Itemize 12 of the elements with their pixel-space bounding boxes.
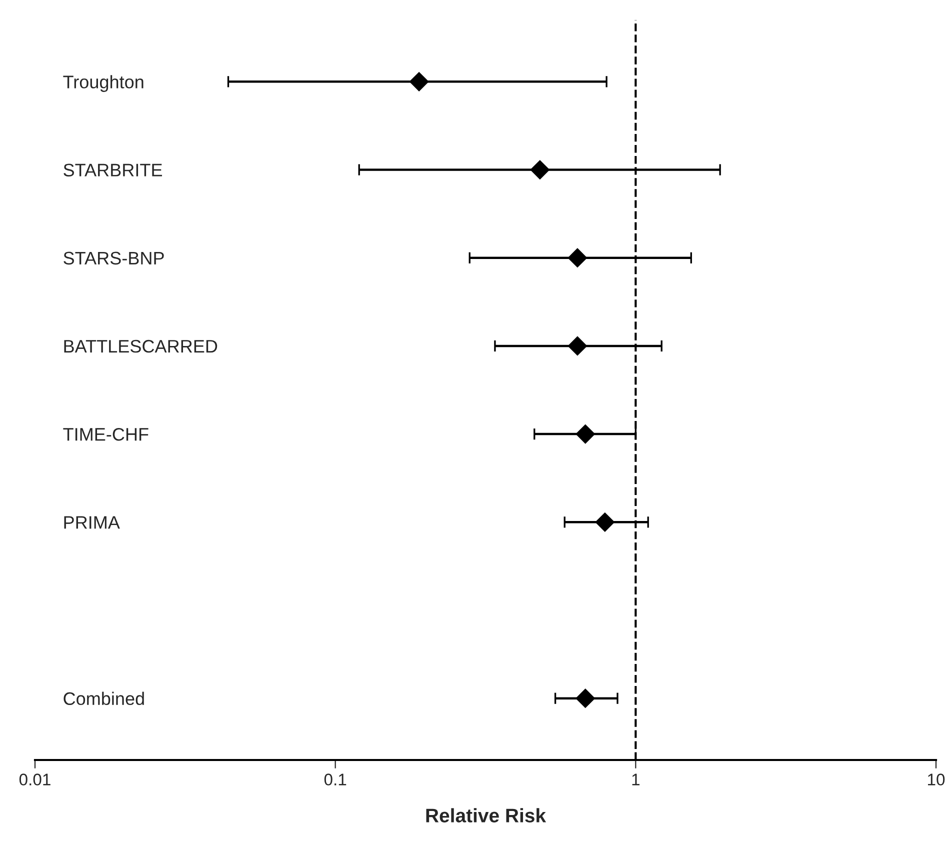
x-tick-label: 0.1 [324, 774, 346, 786]
x-tick-label: 10 [928, 774, 945, 786]
y-tick-label: Combined [64, 692, 144, 706]
y-tick-label: BATTLESCARRED [64, 340, 218, 353]
x-axis-title: Relative Risk [426, 808, 546, 822]
y-tick-label: Troughton [63, 75, 144, 92]
y-tick-label: STARS-BNP [64, 252, 164, 265]
y-tick-label: TIME-CHF [63, 428, 148, 441]
x-tick-label: 1 [632, 774, 640, 786]
x-tick-label: 0.01 [19, 774, 50, 786]
y-tick-label: STARBRITE [64, 164, 162, 176]
y-tick-label: PRIMA [64, 516, 120, 529]
